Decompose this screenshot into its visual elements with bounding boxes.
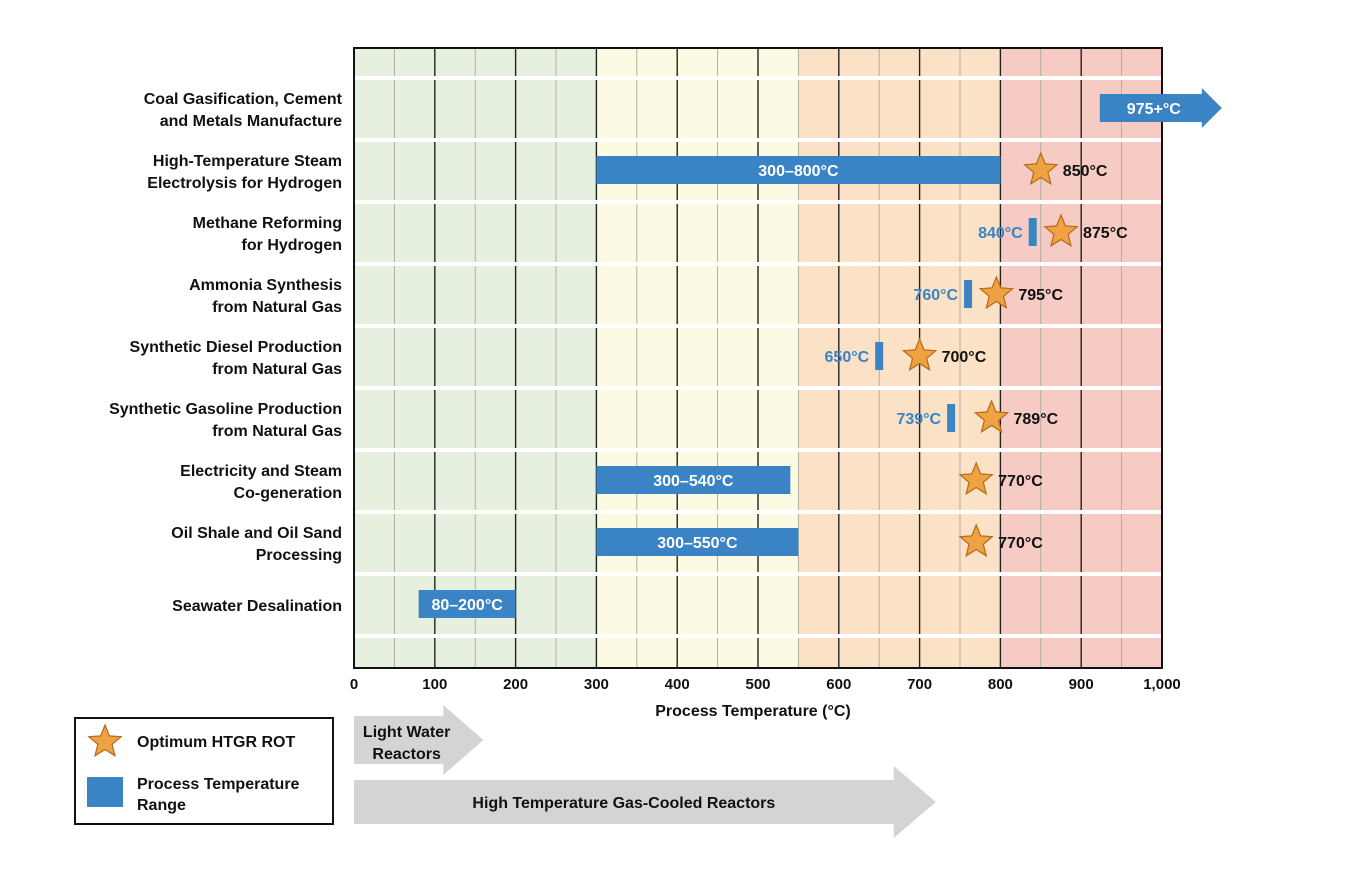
range-bar-label: 300–550°C	[657, 535, 738, 552]
reactor-arrow-label: High Temperature Gas-Cooled Reactors	[472, 795, 775, 812]
x-tick-label: 300	[584, 676, 609, 693]
optimum-label: 770°C	[998, 535, 1043, 552]
row-separators	[354, 76, 1162, 638]
background-band	[798, 48, 1001, 668]
min-temperature-marker	[1028, 218, 1037, 246]
min-temperature-label: 739°C	[896, 411, 941, 428]
category-label: Processing	[256, 547, 342, 564]
legend-label: Optimum HTGR ROT	[137, 734, 295, 751]
category-label: from Natural Gas	[212, 299, 342, 316]
overflow-arrow-label: 975+°C	[1127, 101, 1181, 118]
optimum-star	[1043, 213, 1079, 248]
legend-bar-icon	[87, 777, 123, 807]
category-label: High-Temperature Steam	[153, 153, 342, 170]
range-bar	[418, 590, 516, 618]
x-tick-label: 800	[988, 676, 1013, 693]
optimum-label: 770°C	[998, 473, 1043, 490]
optimum-star	[978, 275, 1015, 310]
category-label: for Hydrogen	[242, 237, 342, 254]
x-tick-label: 700	[907, 676, 932, 693]
reactor-arrow-label: Reactors	[372, 746, 441, 763]
optimum-label: 875°C	[1083, 225, 1128, 242]
legend: Optimum HTGR ROT Process Temperature Range	[74, 717, 334, 825]
overflow-arrow	[1099, 88, 1222, 128]
min-temperature-marker	[875, 342, 884, 370]
reactor-arrow-label: Light Water	[363, 724, 450, 741]
optimum-star	[901, 337, 938, 372]
x-axis-label: Process Temperature (°C)	[655, 703, 851, 720]
x-axis-ticks: 0 100 200 300 400 500 600 700 800 900 1,000	[350, 676, 1181, 693]
x-tick-label: 500	[745, 676, 770, 693]
optimum-label: 700°C	[942, 349, 987, 366]
range-bar	[596, 156, 1001, 184]
min-temperature-marker	[964, 280, 973, 308]
category-label: Coal Gasification, Cement	[144, 91, 343, 108]
legend-label: Range	[137, 797, 186, 814]
category-label: Ammonia Synthesis	[189, 277, 342, 294]
optimum-star	[1023, 151, 1059, 186]
plot-frame	[353, 47, 1163, 669]
category-label: and Metals Manufacture	[160, 113, 342, 130]
reactor-arrows: Light Water Reactors High Temperature Gas-…	[354, 705, 936, 838]
min-temperature-label: 760°C	[913, 287, 958, 304]
optimum-star	[958, 461, 994, 496]
category-label: Synthetic Diesel Production	[130, 339, 342, 356]
range-bar-label: 300–540°C	[653, 473, 734, 490]
x-tick-label: 200	[503, 676, 528, 693]
category-label: Co-generation	[234, 485, 342, 502]
data-marks: 975+°C 300–800°C 850°C 840°C 875°C 760°C 795°C…	[418, 88, 1222, 618]
legend-star-icon	[87, 723, 123, 758]
optimum-label: 795°C	[1018, 287, 1063, 304]
min-temperature-label: 650°C	[825, 349, 870, 366]
x-tick-label: 600	[826, 676, 851, 693]
x-tick-label: 400	[665, 676, 690, 693]
background-band	[596, 48, 799, 668]
htgr-reactors-arrow	[354, 766, 936, 838]
x-tick-label: 900	[1069, 676, 1094, 693]
min-temperature-label: 840°C	[978, 225, 1023, 242]
range-bar	[596, 466, 791, 494]
category-label: from Natural Gas	[212, 423, 342, 440]
min-temperature-marker	[947, 404, 956, 432]
category-label: Methane Reforming	[193, 215, 342, 232]
category-label: from Natural Gas	[212, 361, 342, 378]
range-bar-label: 300–800°C	[758, 163, 839, 180]
optimum-label: 789°C	[1014, 411, 1059, 428]
x-tick-label: 100	[422, 676, 447, 693]
range-bar	[596, 528, 799, 556]
category-labels: Coal Gasification, Cement and Metals Manu…	[109, 91, 343, 615]
light-water-reactors-arrow	[354, 705, 484, 775]
optimum-star	[973, 399, 1010, 434]
category-label: Synthetic Gasoline Production	[109, 401, 342, 418]
x-tick-label: 1,000	[1143, 676, 1181, 693]
legend-label: Process Temperature	[137, 776, 300, 793]
optimum-star	[958, 523, 994, 558]
category-label: Electricity and Steam	[180, 463, 342, 480]
category-label: Oil Shale and Oil Sand	[171, 525, 342, 542]
category-label: Seawater Desalination	[172, 598, 342, 615]
category-label: Electrolysis for Hydrogen	[147, 175, 342, 192]
range-bar-label: 80–200°C	[431, 597, 503, 614]
optimum-label: 850°C	[1063, 163, 1108, 180]
x-tick-label: 0	[350, 676, 358, 693]
